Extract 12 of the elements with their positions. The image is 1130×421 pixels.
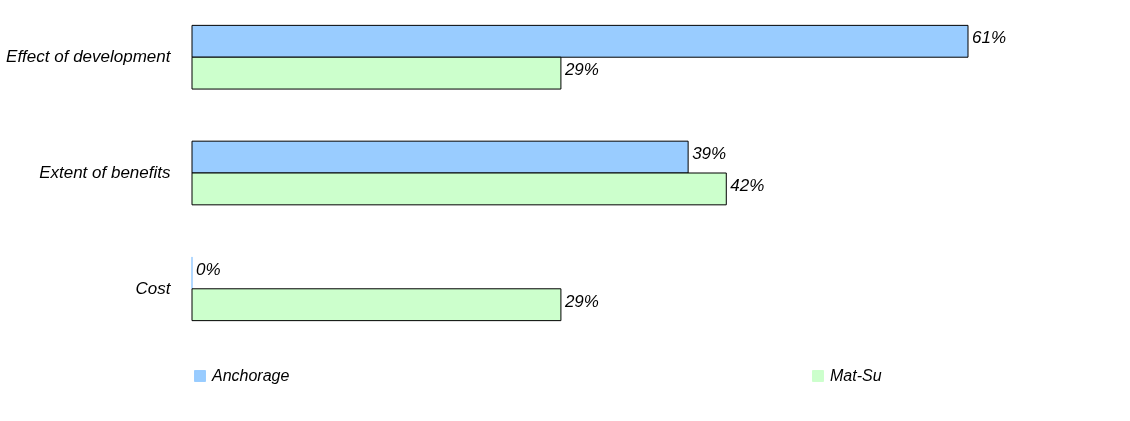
data-label: 29% (563, 291, 599, 311)
y-tick-label: Cost (135, 278, 172, 298)
data-label: 39% (692, 144, 727, 164)
y-tick-label: Extent of benefits (39, 163, 171, 182)
data-label: 42% (730, 175, 765, 195)
bar (191, 288, 562, 322)
y-tick-label: Effect of development (6, 47, 172, 67)
data-label: 0% (196, 259, 221, 279)
data-label: 29% (563, 60, 599, 80)
data-label: 61% (972, 28, 1007, 48)
legend-label: Anchorage (211, 367, 290, 384)
legend-label: Mat-Su (830, 367, 882, 384)
